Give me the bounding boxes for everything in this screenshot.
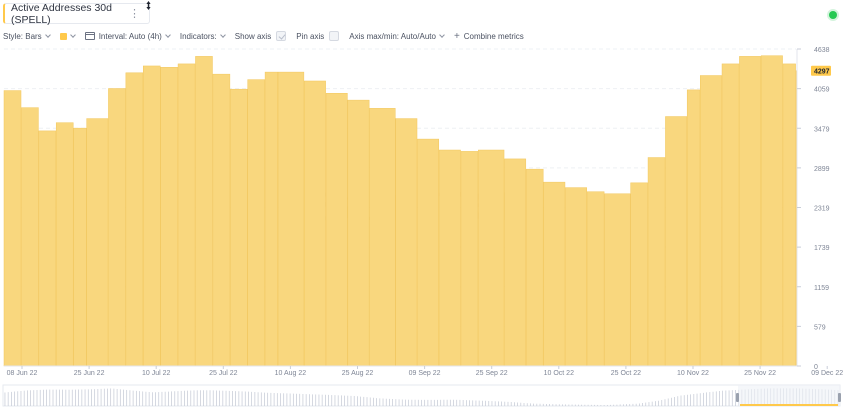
bar[interactable] <box>264 71 279 367</box>
bar[interactable] <box>21 107 39 367</box>
bar[interactable] <box>478 149 505 367</box>
y-tick-label: 1739 <box>814 245 830 252</box>
navigator-left-handle[interactable] <box>736 393 739 402</box>
bar[interactable] <box>230 88 248 367</box>
bar[interactable] <box>760 55 783 367</box>
navigator-window[interactable] <box>738 385 840 406</box>
x-tick-label: 25 Nov 22 <box>744 370 776 377</box>
x-tick-label: 25 Jul 22 <box>209 370 238 377</box>
axis-minmax-label: Axis max/min: Auto/Auto <box>349 31 436 41</box>
combine-metrics-label: Combine metrics <box>463 31 524 41</box>
bar[interactable] <box>3 90 22 367</box>
x-tick-label: 25 Jun 22 <box>74 370 105 377</box>
bar[interactable] <box>647 157 666 367</box>
show-axis-toggle[interactable]: Show axis <box>234 31 287 41</box>
style-dropdown[interactable]: Style: Bars <box>3 31 51 41</box>
y-tick-label: 2319 <box>814 206 830 213</box>
current-value-badge <box>811 65 831 76</box>
bar[interactable] <box>686 89 701 367</box>
bar[interactable] <box>525 168 544 367</box>
navigator-right-handle[interactable] <box>838 393 841 402</box>
y-tick-label: 1159 <box>814 285 829 292</box>
bar[interactable] <box>55 122 74 367</box>
bar[interactable] <box>630 182 648 367</box>
y-axis: 0 579 1159 1739 2319 2899 3479 4059 4638 4297 <box>796 47 831 371</box>
bar-series <box>3 55 798 367</box>
pin-axis-label: Pin axis <box>296 31 325 41</box>
x-tick-label: 25 Oct 22 <box>611 370 641 377</box>
style-label: Style: Bars <box>3 31 42 41</box>
current-value-label: 4297 <box>814 69 830 76</box>
x-axis: 08 Jun 22 25 Jun 22 10 Jul 22 25 Jul 22 10 A… <box>4 365 843 377</box>
x-tick-label: 25 Aug 22 <box>342 370 374 377</box>
bar[interactable] <box>347 99 370 367</box>
bar[interactable] <box>565 187 587 367</box>
pin-axis-checkbox[interactable] <box>329 31 340 41</box>
x-tick-label: 25 Sep 22 <box>476 370 508 377</box>
indicators-label: Indicators: <box>179 31 217 41</box>
bar[interactable] <box>247 79 265 367</box>
interval-dropdown[interactable]: Interval: Auto (4h) <box>84 31 171 41</box>
bar[interactable] <box>438 149 461 367</box>
bar[interactable] <box>543 181 566 367</box>
bar[interactable] <box>604 193 631 367</box>
bar[interactable] <box>460 151 479 367</box>
bar[interactable] <box>665 116 688 367</box>
bar[interactable] <box>160 67 178 367</box>
bar[interactable] <box>177 63 196 367</box>
y-tick-label: 2899 <box>814 166 830 173</box>
x-tick-label: 10 Oct 22 <box>544 370 574 377</box>
bar[interactable] <box>125 72 144 367</box>
bar[interactable] <box>195 56 213 367</box>
navigator[interactable] <box>2 384 841 407</box>
metric-chip[interactable]: Active Addresses 30d (SPELL) ⋮ <box>3 1 150 26</box>
x-tick-label: 10 Jul 22 <box>142 370 171 377</box>
bar[interactable] <box>586 191 605 367</box>
bar[interactable] <box>369 108 396 367</box>
bar[interactable] <box>417 138 440 367</box>
color-picker[interactable] <box>59 31 76 40</box>
bar[interactable] <box>325 93 348 367</box>
x-tick-label: 10 Aug 22 <box>275 370 307 377</box>
plus-icon: + <box>453 30 460 42</box>
vertical-dots-icon[interactable]: ⋮ <box>129 8 140 20</box>
pin-axis-toggle[interactable]: Pin axis <box>296 31 340 41</box>
axis-minmax-dropdown[interactable]: Axis max/min: Auto/Auto <box>349 31 445 41</box>
bar[interactable] <box>700 75 722 367</box>
bar[interactable] <box>212 73 231 367</box>
y-tick-label: 4638 <box>814 47 830 54</box>
show-axis-label: Show axis <box>234 31 272 41</box>
calendar-icon <box>84 32 95 40</box>
indicators-dropdown[interactable]: Indicators: <box>179 31 226 41</box>
bar[interactable] <box>86 118 109 367</box>
bar[interactable] <box>395 118 418 367</box>
bar[interactable] <box>143 65 161 367</box>
bar[interactable] <box>73 127 87 367</box>
bar[interactable] <box>108 88 126 367</box>
bar[interactable] <box>277 71 305 367</box>
y-tick-label: 3479 <box>814 126 830 133</box>
bar[interactable] <box>504 158 527 367</box>
cursor-icon <box>146 1 151 10</box>
combine-metrics-button[interactable]: + Combine metrics <box>454 31 524 42</box>
interval-label: Interval: Auto (4h) <box>98 31 162 41</box>
chart-toolbar: Style: Bars Interval: Auto (4h) Indicato… <box>3 29 534 43</box>
metric-label: Active Addresses 30d (SPELL) <box>11 1 112 26</box>
live-status-dot <box>829 11 837 19</box>
color-swatch <box>59 32 67 40</box>
y-tick-label: 0 <box>814 364 818 371</box>
x-tick-label: 10 Nov 22 <box>677 370 709 377</box>
bar[interactable] <box>782 63 796 367</box>
y-tick-label: 579 <box>814 324 826 331</box>
show-axis-checkbox[interactable] <box>276 31 287 41</box>
x-tick-label: 08 Jun 22 <box>7 370 38 377</box>
bar[interactable] <box>304 80 326 367</box>
bar[interactable] <box>739 56 762 367</box>
bar[interactable] <box>721 63 740 367</box>
y-tick-label: 4059 <box>814 87 830 94</box>
x-tick-label: 09 Sep 22 <box>409 370 441 377</box>
x-tick-label: 09 Dec 22 <box>811 370 843 377</box>
bar[interactable] <box>38 130 57 367</box>
